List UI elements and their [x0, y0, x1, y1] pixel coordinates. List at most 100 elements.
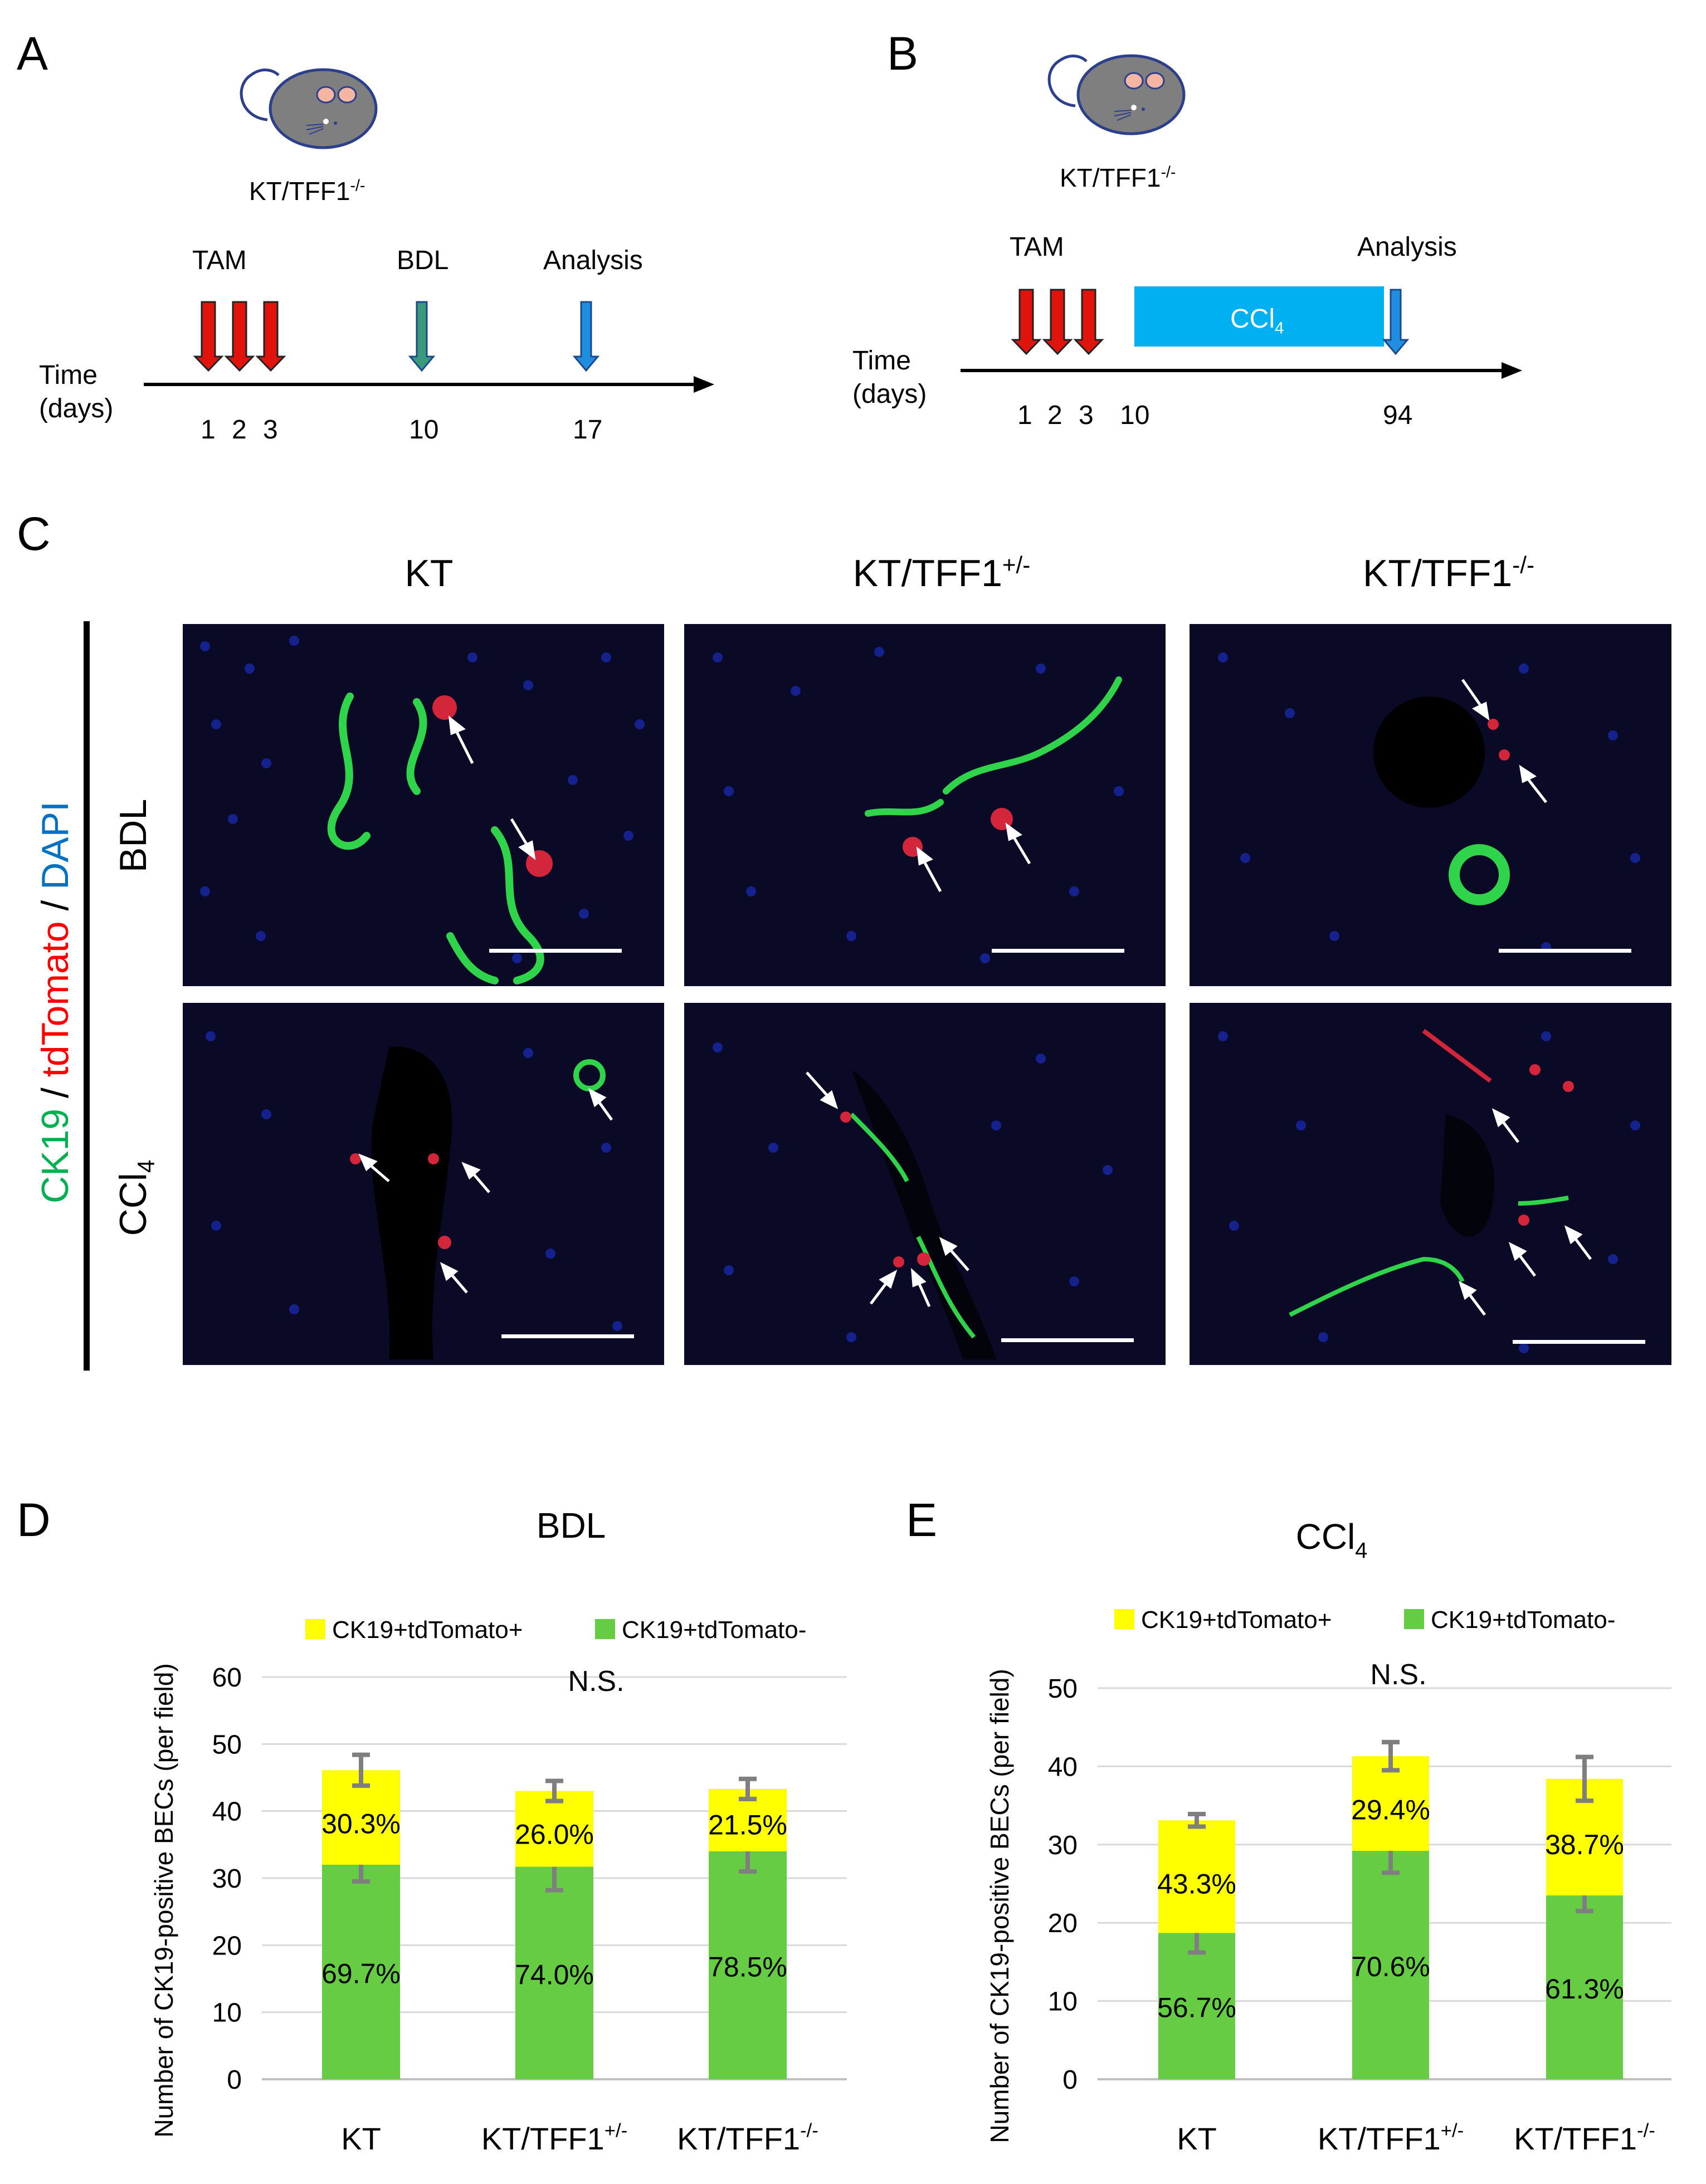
stain-label: CK19 / tdTomato / DAPI — [34, 801, 76, 1203]
data-label: 61.3% — [1545, 1973, 1624, 2005]
panel-label-d: D — [17, 1494, 51, 1546]
event-label-analysis: Analysis — [543, 246, 643, 275]
day-b-10: 10 — [1120, 401, 1150, 430]
tam-arrow-icon — [193, 301, 286, 372]
data-label: 74.0% — [515, 1959, 594, 1990]
legend-swatch — [305, 1619, 325, 1639]
y-tick-label: 0 — [1062, 2065, 1078, 2095]
y-tick-label: 20 — [1048, 1909, 1078, 1938]
scale-bar — [489, 949, 622, 953]
y-tick-label: 50 — [212, 1730, 242, 1759]
mouse-label-b: KT/TFF1-/- — [1060, 163, 1176, 192]
y-axis-label: Number of CK19-positive BECs (per field) — [149, 1663, 178, 2137]
scale-bar — [501, 1334, 634, 1338]
day-a-3: 3 — [263, 415, 278, 445]
annotation-ns: N.S. — [1370, 1659, 1426, 1691]
y-tick-label: 10 — [1048, 1987, 1078, 2017]
row-label-ccl4: CCl4 — [112, 1159, 159, 1236]
x-tick-label: KT — [341, 2121, 381, 2156]
legend-label: CK19+tdTomato- — [622, 1616, 806, 1644]
x-tick-label: KT/TFF1-/- — [1514, 2120, 1655, 2156]
data-label: 29.4% — [1351, 1795, 1430, 1826]
row-separator-line — [84, 621, 90, 1371]
scale-bar — [1513, 1340, 1645, 1344]
panel-label-e: E — [906, 1494, 938, 1546]
bar-segment — [1352, 1851, 1429, 2079]
data-label: 69.7% — [321, 1958, 401, 1989]
x-tick-label: KT/TFF1+/- — [481, 2120, 627, 2156]
micrograph-image — [713, 647, 1124, 963]
bar-segment — [1158, 1933, 1235, 2079]
y-axis-label: Number of CK19-positive BECs (per field) — [985, 1669, 1014, 2143]
mouse-icon — [240, 68, 378, 149]
legend-label: CK19+tdTomato+ — [332, 1616, 523, 1644]
day-a-17: 17 — [573, 415, 603, 445]
panel-b-timeline: KT/TFF1-/- TAM Analysis CCl4 Time (days)… — [0, 0, 1706, 462]
day-a-2: 2 — [232, 415, 247, 445]
chart-bdl: BDL Number of CK19-positive BECs (per fie… — [149, 1505, 847, 2156]
bar-segment — [1546, 1895, 1623, 2079]
chart-title: CCl4 — [1296, 1517, 1368, 1563]
data-label: 43.3% — [1157, 1868, 1236, 1899]
time-unit-a: (days) — [39, 394, 114, 423]
column-label-kt-tff1-het: KT/TFF1+/- — [852, 552, 1031, 594]
column-label-kt-tff1-ko: KT/TFF1-/- — [1362, 552, 1534, 594]
data-label: 38.7% — [1545, 1829, 1624, 1860]
day-a-10: 10 — [409, 415, 439, 445]
data-label: 70.6% — [1351, 1951, 1430, 1982]
annotation-ns: N.S. — [568, 1665, 624, 1698]
time-label-b: Time — [852, 346, 911, 376]
ccl4-treatment-label: CCl4 — [1230, 304, 1284, 338]
y-tick-label: 30 — [212, 1864, 242, 1894]
data-label: 78.5% — [708, 1951, 787, 1982]
event-label-bdl: BDL — [397, 246, 449, 275]
panel-label-c: C — [17, 508, 51, 560]
time-label-a: Time — [39, 360, 98, 390]
legend-swatch — [1404, 1609, 1424, 1629]
scale-bar — [992, 949, 1124, 953]
micrograph-kt-tff1-ko-ccl4 — [1190, 1003, 1671, 1365]
tam-arrow-icon — [1011, 289, 1104, 355]
panel-label-a: A — [17, 27, 48, 80]
x-tick-label: KT — [1177, 2121, 1217, 2156]
scale-bar — [1499, 949, 1631, 953]
day-b-94: 94 — [1383, 401, 1413, 430]
chart-title: BDL — [537, 1505, 606, 1546]
day-b-1: 1 — [1017, 401, 1032, 430]
row-label-bdl: BDL — [112, 798, 154, 873]
event-label-tam-b: TAM — [1010, 232, 1064, 262]
bar-segment — [515, 1791, 593, 1867]
day-a-1: 1 — [201, 415, 216, 445]
ccl4-treatment-bar — [1134, 286, 1384, 347]
analysis-arrow-icon — [572, 301, 600, 372]
day-b-3: 3 — [1079, 401, 1094, 430]
panel-a-timeline: KT/TFF1-/- TAM BDL Analysis Time (days) … — [0, 0, 836, 462]
y-tick-label: 40 — [1048, 1752, 1078, 1782]
legend-label: CK19+tdTomato- — [1431, 1606, 1615, 1634]
micrograph-kt-tff1-het-ccl4 — [684, 1003, 1166, 1365]
micrograph-image — [713, 1042, 1113, 1359]
bar-segment — [322, 1864, 400, 2079]
event-label-analysis-b: Analysis — [1357, 232, 1457, 262]
mouse-label-a: KT/TFF1-/- — [249, 177, 365, 206]
day-b-2: 2 — [1047, 401, 1062, 430]
time-unit-b: (days) — [852, 379, 927, 409]
y-tick-label: 40 — [212, 1797, 242, 1827]
column-label-kt: KT — [404, 552, 454, 594]
micrograph-image — [1218, 652, 1640, 952]
bar-segment — [515, 1866, 593, 2079]
x-tick-label: KT/TFF1+/- — [1318, 2120, 1464, 2156]
mouse-icon — [1047, 54, 1186, 135]
timeline-arrows-b — [961, 286, 1522, 379]
y-tick-label: 10 — [212, 1998, 242, 2028]
y-tick-label: 20 — [212, 1931, 242, 1961]
micrograph-image — [200, 636, 645, 984]
x-tick-label: KT/TFF1-/- — [677, 2120, 818, 2156]
data-label: 21.5% — [708, 1810, 787, 1841]
micrograph-kt-tff1-het-bdl — [684, 624, 1166, 986]
y-tick-label: 50 — [1048, 1674, 1078, 1704]
bdl-arrow-icon — [408, 301, 436, 372]
legend-label: CK19+tdTomato+ — [1141, 1606, 1332, 1634]
y-tick-label: 30 — [1048, 1831, 1078, 1860]
legend-swatch — [1114, 1609, 1134, 1629]
